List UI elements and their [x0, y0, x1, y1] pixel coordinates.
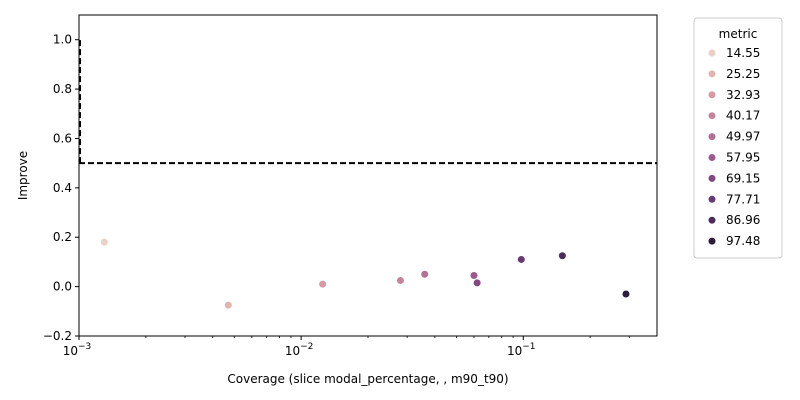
legend-marker	[708, 195, 716, 203]
y-tick-label: 0.2	[53, 230, 72, 244]
x-axis-title: Coverage (slice modal_percentage, , m90_…	[227, 372, 508, 386]
legend-label: 49.97	[726, 130, 760, 144]
data-point	[473, 279, 481, 287]
legend-label: 86.96	[726, 213, 760, 227]
legend-marker	[708, 91, 716, 99]
plot-frame	[78, 14, 658, 337]
y-tick-label: 0.8	[53, 82, 72, 96]
data-point	[517, 255, 525, 263]
legend-title: metric	[719, 27, 758, 41]
data-point	[622, 290, 630, 298]
y-tick-label: −0.2	[43, 329, 72, 343]
legend-label: 40.17	[726, 109, 760, 123]
y-tick-label: 1.0	[53, 33, 72, 47]
y-tick-label: 0.4	[53, 181, 72, 195]
data-point	[396, 276, 404, 284]
legend-marker	[708, 216, 716, 224]
legend-frame	[693, 17, 783, 259]
data-point	[421, 270, 429, 278]
y-tick-label: 0.6	[53, 131, 72, 145]
legend-label: 97.48	[726, 234, 760, 248]
legend-marker	[708, 174, 716, 182]
legend-label: 77.71	[726, 192, 760, 206]
data-point	[319, 280, 327, 288]
legend-label: 32.93	[726, 88, 760, 102]
data-point	[224, 301, 232, 309]
x-axis: 10−3 10−2 10−1	[63, 336, 630, 358]
legend-marker	[708, 49, 716, 57]
x-tick-label: 10−1	[507, 342, 536, 358]
reference-lines	[79, 39, 657, 165]
y-axis-title: Improve	[16, 151, 30, 200]
legend-marker	[708, 237, 716, 245]
legend-label: 25.25	[726, 67, 760, 81]
data-points	[100, 238, 630, 309]
x-tick-label: 10−3	[63, 342, 92, 358]
legend-marker	[708, 112, 716, 120]
data-point	[558, 252, 566, 260]
legend-marker	[708, 154, 716, 161]
legend-label: 57.95	[726, 151, 760, 165]
data-point	[100, 238, 108, 246]
legend-label: 14.55	[726, 46, 760, 60]
legend-marker	[708, 70, 716, 78]
x-tick-label: 10−2	[285, 342, 314, 358]
legend: metric 14.55 25.25 32.93 40.17 49.97 57.95 69.1…	[693, 17, 783, 259]
y-axis: −0.2 0.0 0.2 0.4 0.6 0.8 1.0	[43, 33, 79, 343]
legend-marker	[708, 133, 716, 141]
legend-label: 69.15	[726, 171, 760, 185]
y-tick-label: 0.0	[53, 280, 72, 294]
data-point	[470, 272, 478, 280]
